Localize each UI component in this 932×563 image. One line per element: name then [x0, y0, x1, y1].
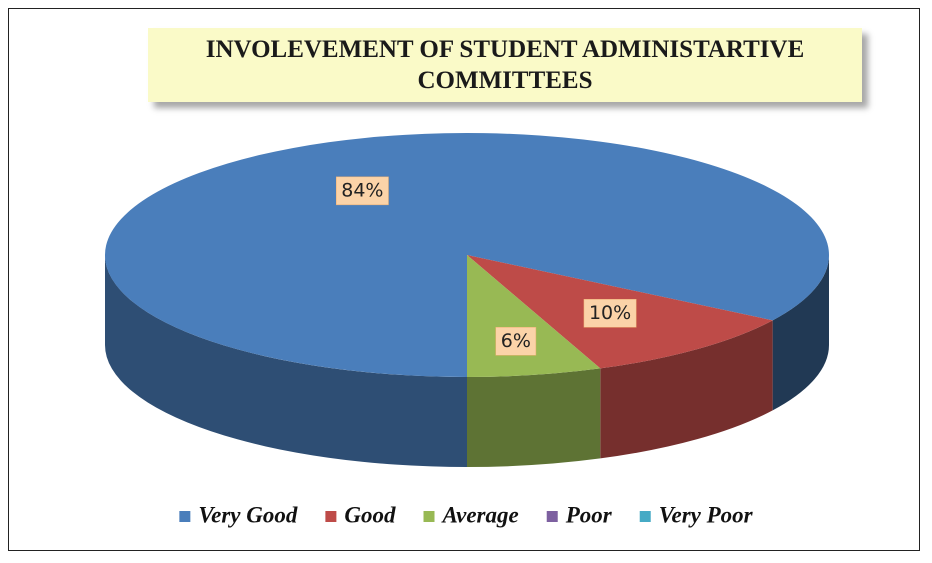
data-label-box: [495, 327, 537, 356]
data-label-box: [335, 176, 389, 206]
legend-label: Average: [441, 502, 519, 527]
data-label: 84%: [335, 176, 389, 206]
legend-swatch: [179, 511, 191, 522]
legend-swatch: [546, 511, 558, 522]
slice-side: [105, 255, 467, 467]
data-label-text: 10%: [589, 302, 631, 324]
chart-title: INVOLEVEMENT OF STUDENT ADMINISTARTIVE C…: [148, 28, 862, 102]
legend-swatch: [639, 511, 651, 522]
data-label: 10%: [583, 299, 637, 328]
legend-item: Very Poor: [639, 502, 754, 527]
legend-item: Good: [325, 502, 396, 527]
legend-label: Very Poor: [659, 502, 754, 527]
chart-frame: [8, 8, 920, 551]
legend-label: Very Good: [198, 502, 298, 527]
legend-item: Very Good: [179, 502, 298, 527]
legend-swatch: [325, 511, 337, 522]
slice-side: [772, 255, 829, 411]
data-label: 6%: [495, 327, 537, 356]
data-label-text: 6%: [501, 330, 531, 352]
slice-side: [600, 320, 773, 459]
slice-side: [467, 368, 601, 467]
data-label-text: 84%: [341, 179, 383, 201]
legend-swatch: [423, 511, 435, 522]
legend-item: Poor: [546, 502, 613, 527]
data-label-box: [583, 299, 637, 328]
legend-label: Good: [344, 502, 396, 527]
legend-item: Average: [423, 502, 519, 527]
slice: [105, 132, 830, 377]
legend-label: Poor: [565, 502, 613, 527]
